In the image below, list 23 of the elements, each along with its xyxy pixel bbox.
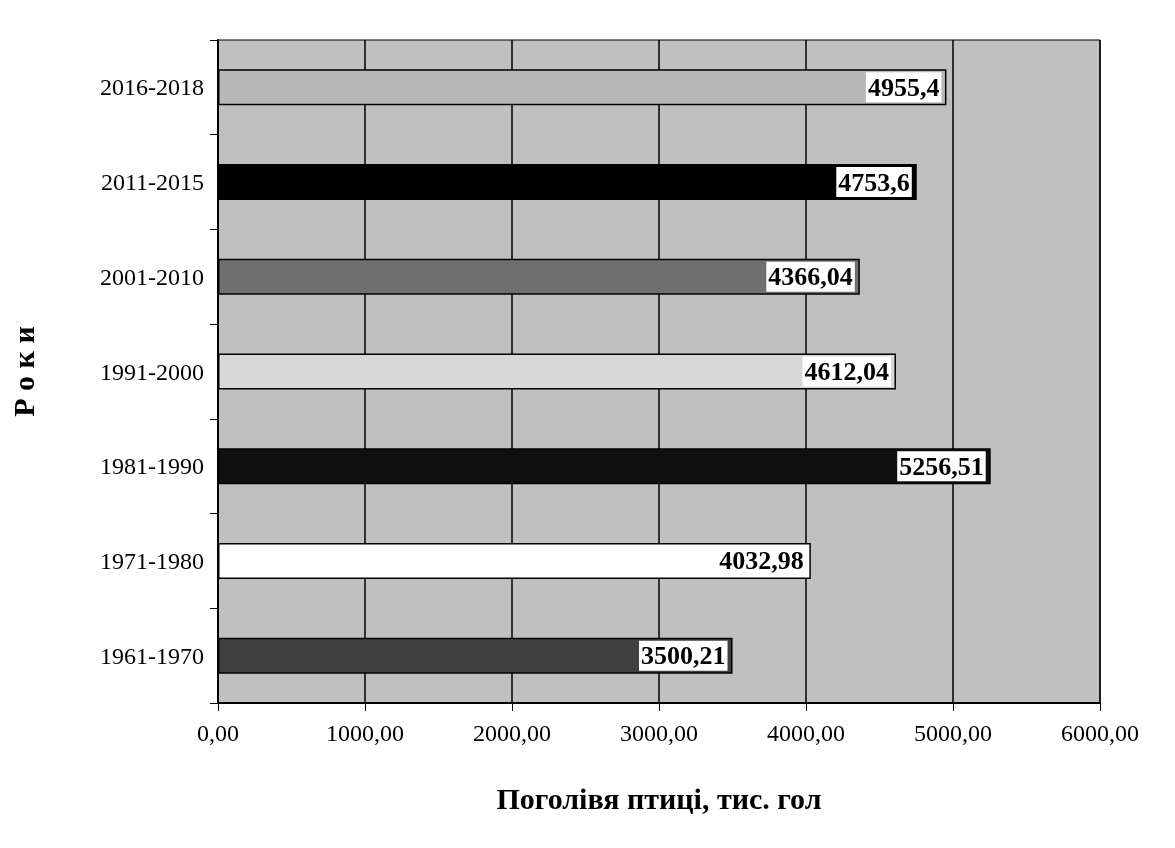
data-label: 4366,04 <box>768 262 853 292</box>
y-tick-label: 1991-2000 <box>100 358 204 385</box>
y-axis-title: Р о к и <box>6 326 40 417</box>
x-tick-label: 3000,00 <box>620 720 698 746</box>
y-tick-label: 1981-1990 <box>100 453 204 480</box>
data-label: 4032,98 <box>719 546 804 576</box>
x-tick-label: 4000,00 <box>767 720 845 746</box>
y-tick-label: 2011-2015 <box>100 169 204 196</box>
x-axis-title: Поголівя птиці, тис. гол <box>496 781 822 815</box>
data-label: 3500,21 <box>641 641 726 671</box>
y-tick-label: 1961-1970 <box>100 642 204 669</box>
x-tick-label: 6000,00 <box>1061 720 1139 746</box>
data-label: 4753,6 <box>838 167 910 197</box>
y-tick-label: 2001-2010 <box>100 263 204 290</box>
x-tick-label: 5000,00 <box>914 720 992 746</box>
x-tick-label: 2000,00 <box>473 720 551 746</box>
data-label: 5256,51 <box>899 451 984 481</box>
y-tick-label: 1971-1980 <box>100 547 204 574</box>
y-tick-label: 2016-2018 <box>100 74 204 101</box>
x-tick-label: 0,00 <box>197 720 239 746</box>
data-label: 4612,04 <box>804 357 889 386</box>
x-tick-label: 1000,00 <box>326 720 404 746</box>
data-label: 4955,4 <box>867 72 940 102</box>
